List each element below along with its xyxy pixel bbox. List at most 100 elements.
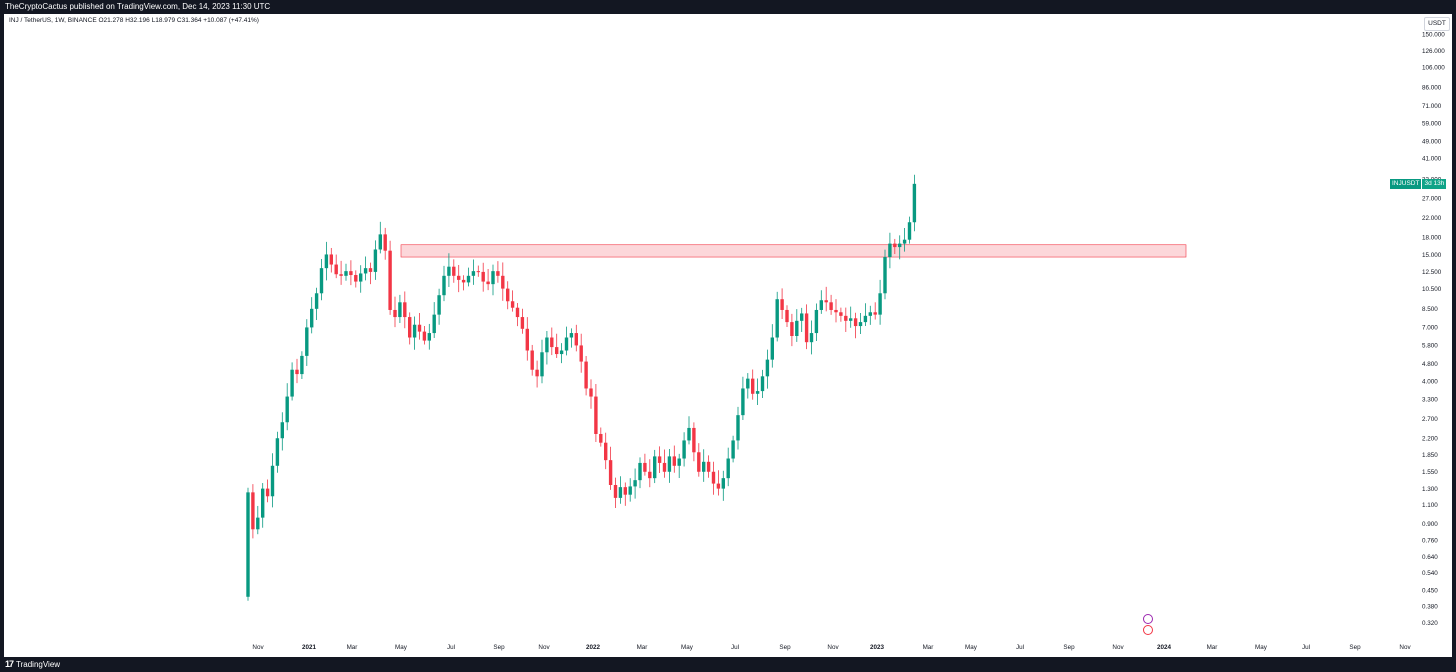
candle-body	[770, 337, 774, 360]
x-tick-label: Nov	[1112, 644, 1124, 651]
tradingview-logo[interactable]: 17 TradingView	[5, 657, 60, 672]
candle-body	[280, 422, 284, 439]
candle-body	[256, 517, 260, 530]
x-tick-label: Jul	[1016, 644, 1024, 651]
candle-body	[834, 309, 838, 313]
publisher-bar: TheCryptoCactus published on TradingView…	[0, 0, 1456, 14]
candle-body	[398, 302, 402, 318]
candle-body	[270, 465, 275, 497]
candle-body	[442, 275, 446, 296]
x-tick-label: 2022	[586, 644, 601, 651]
x-tick-label: Jul	[731, 644, 739, 651]
x-tick-label: Mar	[637, 644, 648, 651]
candle-body	[599, 433, 603, 443]
resistance-zone	[400, 244, 1187, 258]
x-tick-label: Sep	[779, 644, 791, 651]
x-tick-label: May	[681, 644, 694, 651]
candle-body	[604, 442, 608, 461]
candle-body	[354, 275, 358, 282]
publisher-text: TheCryptoCactus published on TradingView…	[5, 2, 271, 11]
x-tick-label: 2021	[302, 644, 317, 651]
candle-body	[388, 250, 392, 310]
candle-body	[706, 461, 711, 472]
candle-body	[457, 275, 461, 280]
x-tick-label: Mar	[347, 644, 358, 651]
candle-body	[731, 440, 735, 459]
x-tick-label: Jul	[1302, 644, 1310, 651]
candle-body	[461, 279, 466, 283]
footer-bar: 17 TradingView	[0, 657, 1456, 672]
price-tag-countdown: 3d 13h	[1422, 178, 1447, 189]
y-tick-label: 8.500	[1422, 306, 1438, 313]
candle-body	[501, 275, 505, 289]
x-tick-label: Nov	[252, 644, 264, 651]
y-tick-label: 0.380	[1422, 604, 1438, 611]
candle-body	[378, 234, 382, 250]
candle-body	[510, 301, 515, 308]
candle-body	[893, 243, 897, 248]
y-tick-label: 0.540	[1422, 570, 1438, 577]
candle-body	[314, 293, 319, 309]
footer-brand: TradingView	[16, 660, 61, 669]
y-tick-label: 49.000	[1422, 138, 1442, 145]
candle-body	[844, 315, 848, 321]
candle-body	[775, 299, 779, 338]
candle-body	[550, 337, 554, 348]
candle-body	[305, 327, 309, 356]
flag-icon[interactable]	[1143, 625, 1153, 635]
candle-body	[672, 456, 676, 466]
x-tick-label: Nov	[538, 644, 550, 651]
candle-body	[608, 460, 613, 485]
candle-body	[657, 456, 662, 463]
candle-body	[246, 492, 250, 597]
candle-body	[349, 271, 353, 276]
candle-body	[760, 376, 765, 392]
candle-body	[525, 328, 529, 351]
y-tick-label: 4.000	[1422, 378, 1438, 385]
candle-body	[800, 313, 804, 321]
x-tick-label: 2024	[1157, 644, 1172, 651]
x-tick-label: Mar	[1207, 644, 1218, 651]
candle-body	[432, 314, 436, 334]
y-tick-label: 1.100	[1422, 502, 1438, 509]
candle-body	[839, 312, 843, 316]
candle-body	[790, 322, 794, 337]
candle-body	[290, 369, 294, 397]
y-tick-label: 15.000	[1422, 252, 1442, 259]
y-tick-label: 41.000	[1422, 155, 1442, 162]
candle-body	[310, 308, 314, 328]
candle-body	[476, 271, 480, 273]
candle-body	[726, 458, 730, 479]
candle-body	[648, 471, 652, 479]
y-tick-label: 0.320	[1422, 620, 1438, 627]
candle-body	[452, 266, 456, 276]
currency-button[interactable]: USDT	[1424, 17, 1450, 31]
candle-body	[447, 266, 451, 276]
event-icon[interactable]	[1143, 614, 1153, 624]
candle-body	[711, 471, 716, 484]
candle-body	[888, 243, 892, 258]
y-tick-label: 5.800	[1422, 343, 1438, 350]
candle-body	[755, 391, 760, 394]
candle-body	[319, 268, 324, 294]
y-tick-label: 0.760	[1422, 537, 1438, 544]
candle-body	[275, 438, 280, 466]
candle-body	[702, 461, 706, 472]
candle-body	[878, 293, 882, 315]
candle-body	[814, 309, 819, 334]
candle-body	[545, 337, 549, 353]
candle-body	[633, 480, 637, 487]
candle-body	[251, 492, 255, 530]
candle-body	[393, 309, 397, 318]
candle-body	[623, 487, 627, 495]
candle-body	[687, 427, 691, 441]
candle-body	[491, 271, 495, 285]
candle-body	[437, 295, 441, 315]
candle-body	[819, 300, 823, 310]
candle-body	[692, 427, 696, 453]
candle-body	[427, 333, 431, 341]
candle-body	[265, 488, 270, 497]
chart-frame[interactable]: INJ / TetherUS, 1W, BINANCE O21.278 H32.…	[4, 14, 1452, 657]
x-tick-label: Nov	[827, 644, 839, 651]
